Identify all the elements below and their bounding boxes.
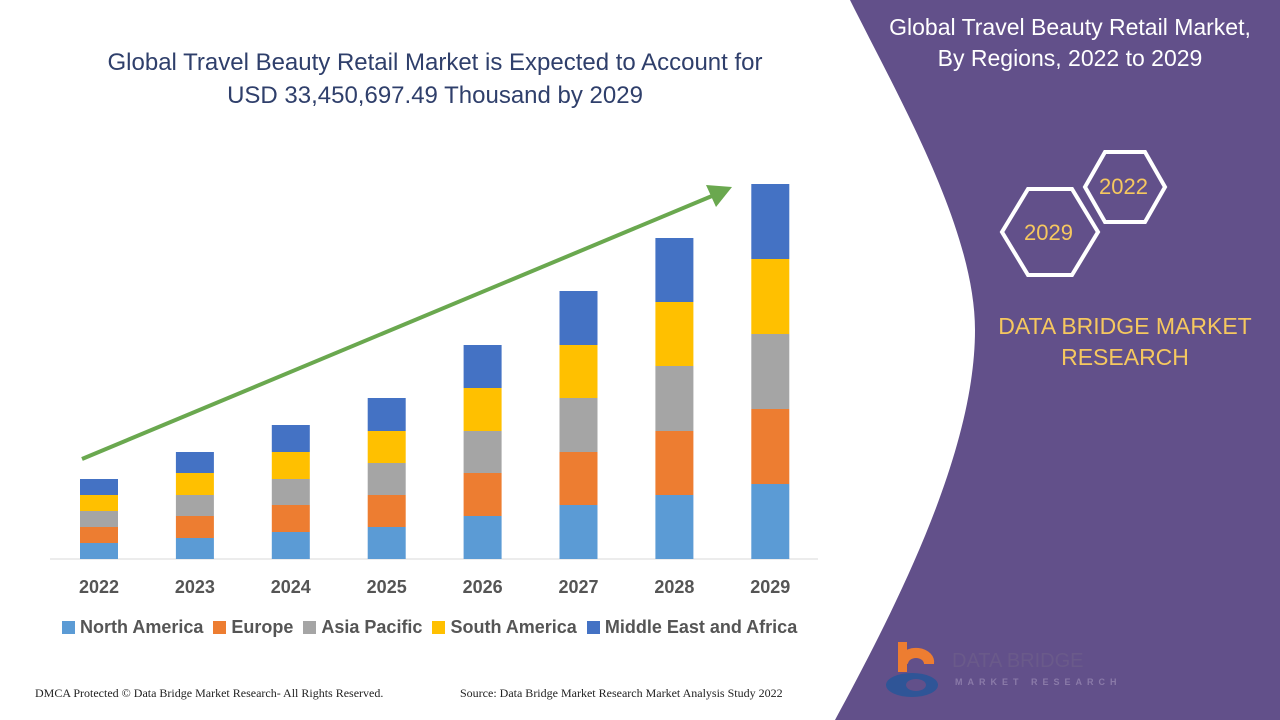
legend-swatch — [62, 621, 75, 634]
bar-segment-2024-3 — [271, 452, 310, 479]
bar-segment-2022-0 — [80, 543, 118, 559]
x-tick-label: 2022 — [79, 577, 119, 597]
bar-segment-2025-0 — [367, 527, 406, 559]
bar-segment-2023-1 — [175, 516, 214, 538]
bar-segment-2024-0 — [271, 532, 310, 559]
side-panel — [835, 0, 1280, 720]
bar-segment-2028-3 — [655, 302, 694, 366]
trend-arrow — [81, 185, 732, 461]
legend-item: South America — [432, 617, 577, 638]
legend-swatch — [213, 621, 227, 634]
bar-segment-2029-1 — [751, 409, 790, 484]
logo-subtext: MARKET RESEARCH — [955, 677, 1122, 687]
bar-segment-2026-0 — [463, 516, 502, 559]
bar-segment-2028-1 — [655, 431, 694, 495]
brand-line-1: DATA BRIDGE MARKET — [998, 313, 1252, 339]
bar-segment-2023-2 — [175, 495, 214, 516]
bar-segment-2025-1 — [367, 495, 406, 527]
brand-line-2: RESEARCH — [1061, 344, 1189, 370]
bar-segment-2023-3 — [175, 473, 214, 495]
bar-segment-2027-0 — [559, 505, 598, 559]
bar-segment-2024-4 — [271, 425, 310, 452]
bar-segment-2022-2 — [80, 511, 118, 527]
legend-label: North America — [80, 617, 204, 637]
side-title-line-1: Global Travel Beauty Retail Market, — [889, 14, 1251, 40]
bar-segment-2024-1 — [271, 505, 310, 532]
hex-2029-icon — [999, 187, 1101, 277]
side-title: Global Travel Beauty Retail Market, By R… — [860, 12, 1280, 74]
legend-label: South America — [450, 617, 577, 637]
hex-label-2029: 2029 — [1024, 220, 1073, 245]
bar-segment-2025-4 — [367, 398, 406, 431]
bar-segment-2028-4 — [655, 238, 694, 302]
legend-item: North America — [62, 617, 203, 638]
x-tick-label: 2027 — [558, 577, 598, 597]
legend: North America Europe Asia Pacific South Ame… — [62, 617, 797, 638]
x-tick-label: 2025 — [367, 577, 407, 597]
bar-segment-2026-3 — [463, 388, 502, 431]
bar-segment-2027-1 — [559, 452, 598, 505]
bar-segment-2027-2 — [559, 398, 598, 452]
legend-item: Europe — [213, 617, 293, 638]
legend-item: Asia Pacific — [303, 617, 422, 638]
bar-segment-2022-1 — [80, 527, 118, 543]
legend-item: Middle East and Africa — [586, 617, 798, 638]
legend-swatch — [586, 621, 600, 634]
footer-source: Source: Data Bridge Market Research Mark… — [460, 686, 783, 700]
brand-text: DATA BRIDGE MARKET RESEARCH — [975, 311, 1275, 373]
title-line-2: USD 33,450,697.49 Thousand by 2029 — [227, 82, 643, 109]
bar-segment-2023-0 — [175, 538, 214, 559]
x-tick-label: 2026 — [463, 577, 503, 597]
bar-segment-2028-0 — [655, 495, 694, 559]
bar-segment-2025-2 — [367, 463, 406, 495]
bar-segment-2025-3 — [367, 431, 406, 463]
bar-segment-2028-2 — [655, 366, 694, 431]
legend-swatch — [303, 621, 317, 634]
legend-label: Europe — [231, 617, 294, 637]
chart-title: Global Travel Beauty Retail Market is Ex… — [60, 46, 810, 112]
bar-segment-2022-4 — [80, 479, 118, 495]
bar-segment-2026-4 — [463, 345, 502, 388]
bar-segment-2026-2 — [463, 431, 502, 473]
bar-segment-2027-3 — [559, 345, 598, 398]
logo-text: DATA BRIDGE — [952, 650, 1084, 672]
bar-segment-2027-4 — [559, 291, 598, 345]
bar-segment-2024-2 — [271, 479, 310, 505]
side-title-line-2: By Regions, 2022 to 2029 — [937, 45, 1203, 71]
hex-label-2022: 2022 — [1099, 174, 1148, 199]
x-tick-label: 2024 — [271, 577, 311, 597]
footer-copyright: DMCA Protected © Data Bridge Market Rese… — [35, 686, 384, 700]
legend-swatch — [432, 621, 446, 634]
hex-2022-icon — [1082, 150, 1168, 224]
bar-segment-2029-2 — [751, 334, 790, 409]
legend-label: Middle East and Africa — [604, 617, 798, 637]
title-line-1: Global Travel Beauty Retail Market is Ex… — [107, 49, 763, 76]
bar-segment-2029-4 — [751, 184, 790, 259]
bar-segment-2023-4 — [175, 452, 214, 473]
x-tick-label: 2023 — [175, 577, 215, 597]
bar-segment-2029-0 — [751, 484, 790, 559]
logo-icon — [886, 642, 938, 697]
bar-segment-2026-1 — [463, 473, 502, 516]
x-tick-label: 2029 — [750, 577, 790, 597]
legend-label: Asia Pacific — [321, 617, 423, 637]
bar-segment-2022-3 — [80, 495, 118, 511]
x-tick-label: 2028 — [654, 577, 694, 597]
bar-segment-2029-3 — [751, 259, 790, 334]
